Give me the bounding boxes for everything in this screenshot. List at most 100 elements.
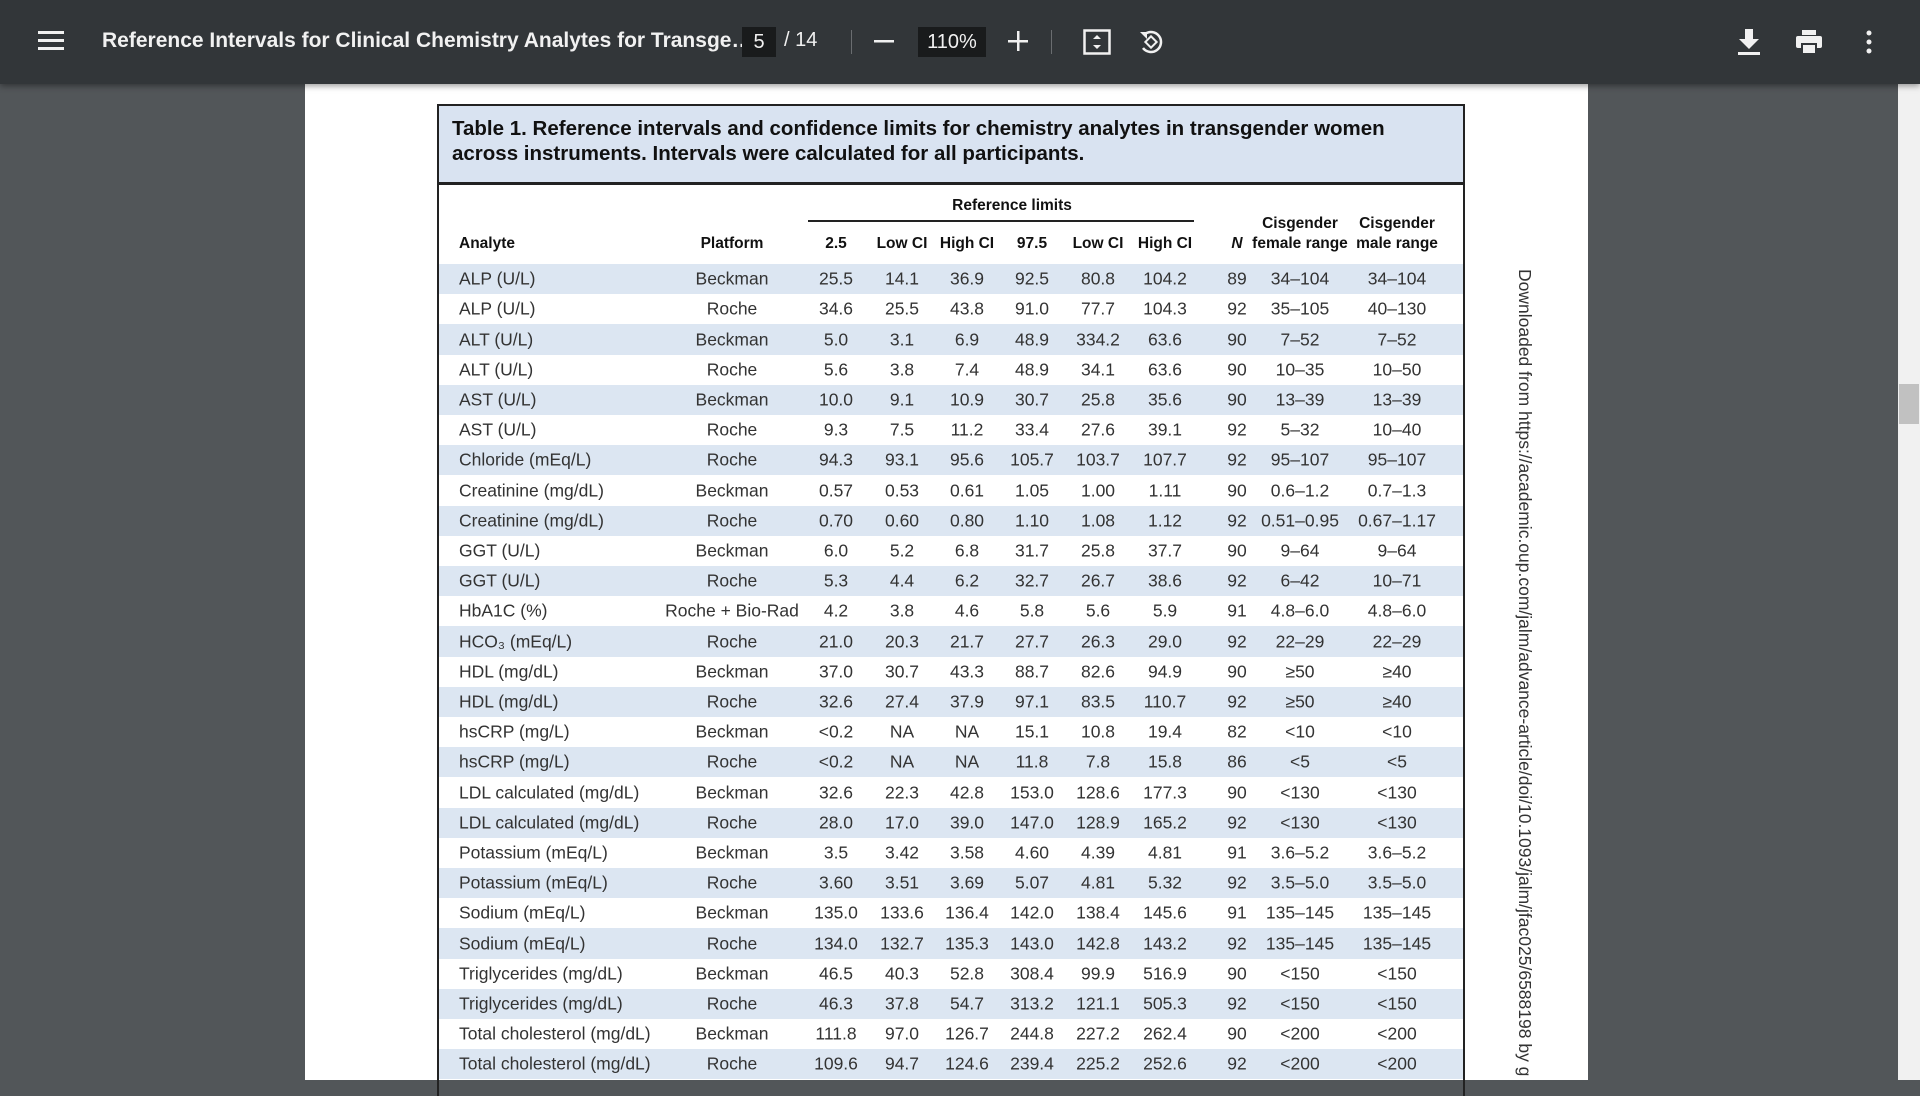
table-cell: 33.4: [1014, 419, 1050, 440]
table-cell: 6.9: [954, 329, 980, 349]
zoom-out[interactable]: [874, 31, 894, 51]
table-cell: 516.9: [1143, 963, 1187, 984]
table-cell: 5.6: [1085, 600, 1111, 621]
table-cell: ALP (U/L): [459, 298, 536, 319]
table-cell: HbA1C (%): [459, 600, 548, 621]
table-cell: 4.81: [1080, 872, 1116, 893]
table-cell: 3.58: [949, 842, 985, 863]
table-cell: 91: [1227, 842, 1247, 863]
caption-label: Table 1.: [452, 117, 527, 140]
table-cell: 0.53: [884, 480, 920, 500]
table-cell: 5.2: [889, 540, 915, 561]
table-cell: 25.5: [818, 268, 854, 289]
table-cell: 6.2: [954, 570, 980, 591]
table-cell: 9.1: [889, 389, 915, 410]
table-cell: ALP (U/L): [459, 268, 536, 289]
table-cell: 43.8: [949, 298, 985, 319]
table-cell: 5.3: [823, 570, 849, 591]
rotate[interactable]: [1137, 28, 1165, 56]
table-cell: 104.2: [1143, 268, 1187, 289]
table-cell: 82: [1227, 721, 1247, 742]
table-cell: 147.0: [1010, 812, 1054, 833]
column-header: Cisgender male range: [1356, 215, 1438, 252]
table-cell: Roche: [706, 993, 758, 1014]
table-cell: 91.0: [1014, 298, 1050, 319]
page-input[interactable]: 5: [742, 27, 776, 57]
table-cell: 63.6: [1147, 329, 1183, 349]
zoom-in[interactable]: [1008, 31, 1028, 51]
table-cell: Roche + Bio-Rad: [665, 600, 799, 621]
table-cell: 21.7: [949, 631, 985, 651]
table-cell: 10–35: [1275, 359, 1325, 380]
table-cell: 7.8: [1085, 751, 1111, 772]
table-cell: 135–145: [1362, 933, 1432, 953]
table-cell: 124.6: [945, 1053, 989, 1074]
table-cell: 165.2: [1143, 812, 1187, 833]
table-cell: 3.1: [889, 329, 915, 349]
table-cell: 30.7: [884, 661, 920, 682]
table-cell: Beckman: [695, 389, 769, 410]
table-cell: 32.6: [818, 691, 854, 712]
table-cell: 10–71: [1372, 570, 1422, 591]
table-cell: 39.0: [949, 812, 985, 833]
table-cell: 27.7: [1014, 631, 1050, 651]
table-cell: 30.7: [1014, 389, 1050, 410]
table-cell: 48.9: [1014, 329, 1050, 349]
table-cell: NA: [954, 751, 980, 772]
print[interactable]: [1796, 30, 1822, 54]
table-cell: Roche: [706, 359, 758, 380]
table-cell: 37.0: [818, 661, 854, 682]
table-cell: 109.6: [814, 1053, 858, 1074]
row-shade: [437, 807, 1463, 838]
table-cell: 138.4: [1076, 902, 1120, 923]
row-shade: [437, 686, 1463, 717]
table-cell: LDL calculated (mg/dL): [459, 782, 640, 802]
table-cell: 10–40: [1372, 419, 1422, 440]
table-cell: <130: [1280, 782, 1320, 802]
scroll-thumb[interactable]: [1899, 384, 1919, 424]
table-cell: 21.0: [818, 631, 854, 651]
zoom-input[interactable]: 110%: [918, 27, 986, 57]
table-cell: 3.8: [889, 359, 915, 380]
table-cell: Beckman: [695, 963, 769, 984]
table-cell: NA: [889, 721, 915, 742]
column-header: Low CI: [876, 235, 928, 252]
table-cell: 92.5: [1014, 268, 1050, 289]
menu-button[interactable]: [38, 30, 64, 52]
table-cell: <150: [1280, 963, 1320, 984]
column-header: High CI: [939, 235, 995, 252]
table-cell: 27.6: [1080, 419, 1116, 440]
row-shade: [437, 505, 1463, 536]
table-cell: ≥40: [1382, 691, 1412, 712]
more-menu[interactable]: [1865, 30, 1873, 54]
table-cell: 177.3: [1143, 782, 1187, 802]
table-cell: Roche: [706, 298, 758, 319]
table-cell: 313.2: [1010, 993, 1054, 1014]
table-cell: 3.60: [818, 872, 854, 893]
table-cell: 134.0: [814, 933, 858, 953]
table-cell: 90: [1227, 540, 1247, 561]
table-cell: Triglycerides (mg/dL): [459, 993, 623, 1014]
table-cell: 37.7: [1147, 540, 1183, 561]
row-shade: [437, 445, 1463, 476]
table-cell: HCO₃ (mEq/L): [459, 631, 573, 651]
table-cell: 111.8: [815, 1023, 857, 1044]
table-cell: ALT (U/L): [459, 359, 534, 380]
table-cell: 54.7: [949, 993, 985, 1014]
table-cell: 22.3: [884, 782, 920, 802]
table-cell: GGT (U/L): [459, 570, 541, 591]
table-cell: 90: [1227, 389, 1247, 410]
table-cell: <200: [1377, 1053, 1417, 1074]
table-cell: 4.6: [954, 600, 980, 621]
fit-page[interactable]: [1083, 29, 1111, 55]
table-cell: 92: [1227, 419, 1247, 440]
table-cell: 25.8: [1080, 540, 1116, 561]
table-cell: 135–145: [1362, 902, 1432, 923]
table-cell: 27.4: [884, 691, 920, 712]
download[interactable]: [1738, 29, 1760, 55]
table-cell: 0.70: [818, 510, 854, 531]
table-cell: 90: [1227, 329, 1247, 349]
table-cell: Beckman: [695, 1023, 769, 1044]
table-cell: 14.1: [884, 268, 920, 289]
table-cell: 46.3: [818, 993, 854, 1014]
